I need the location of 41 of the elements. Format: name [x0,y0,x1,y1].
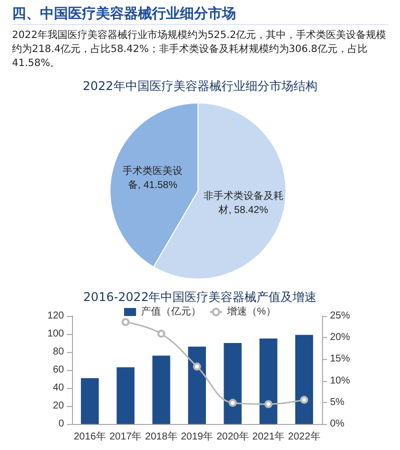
bar [188,346,206,424]
y-tick-label: 20 [52,400,64,412]
point [193,362,201,371]
y2-tick-label: 10% [330,375,350,386]
legend-label: 增速（%） [226,306,276,318]
text: 四、中国医疗美容器械行业细分市场 [12,4,388,25]
legend-label: 产值（亿元） [141,306,202,318]
bar [295,334,314,424]
point [300,396,308,404]
slice-label: 手术类医美设备, 41.58% [122,165,183,192]
x-tick-label: 2020年 [216,430,249,442]
x-tick-label: 2021年 [252,430,285,442]
chart-title: 2016-2022年中国医疗美容器械产值及增速 [83,290,317,304]
point [122,318,130,326]
bar [80,378,99,424]
point [228,398,237,407]
x-tick-label: 2018年 [145,430,178,442]
x-tick-label: 2019年 [180,430,214,442]
y-tick-label: 0 [58,418,64,430]
point [157,330,166,338]
x-tick-label: 2022年 [288,430,320,442]
slice-label: 非手术类设备及耗材, 58.42% [203,190,284,216]
bar [260,338,278,424]
x-tick-label: 2017年 [109,430,142,442]
point [264,400,272,408]
text: 2022年我国医疗美容器械行业市场规模约为525.2亿元，其中，手术类医美设备规模约为218.4亿元，占比58.42%；非手术类设备及耗材规模约为306.8亿元，占比41.58%。 [12,29,388,71]
y2-tick-label: 5% [330,396,345,408]
y-tick-label: 100 [47,328,64,340]
y-tick-label: 60 [52,364,64,376]
chart-title: 2022年中国医疗美容器械行业细分市场结构 [82,79,318,93]
y2-tick-label: 0% [330,418,345,430]
y2-tick-label: 25% [330,310,350,322]
bar [152,356,170,424]
x-tick-label: 2016年 [74,430,106,442]
y-tick-label: 120 [47,310,64,322]
y-tick-label: 80 [52,346,64,358]
y2-tick-label: 15% [330,354,350,365]
y-tick-label: 40 [52,382,64,394]
bar [116,367,134,424]
bar [224,343,242,424]
y2-tick-label: 20% [330,332,350,344]
